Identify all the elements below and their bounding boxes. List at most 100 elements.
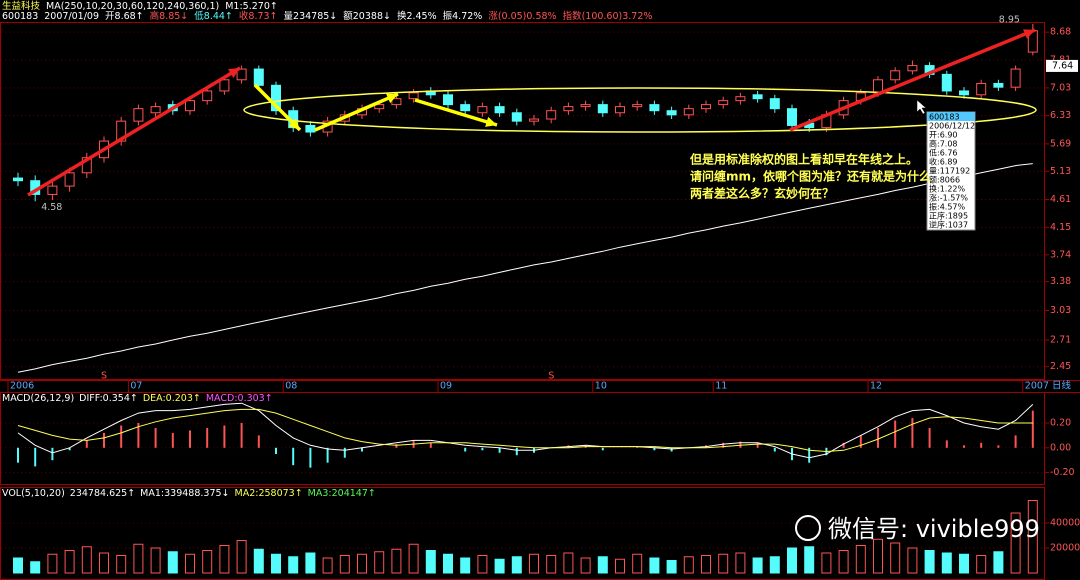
popup-head	[927, 112, 975, 121]
candle-body	[873, 79, 883, 94]
volume-bar	[150, 547, 161, 574]
volume-bar	[890, 542, 901, 574]
x-tick-label: 09	[440, 381, 452, 392]
header-item: 收8.73↑	[239, 10, 278, 22]
candle-body	[976, 82, 987, 96]
candle-body	[632, 104, 643, 108]
volume-bar	[701, 555, 711, 574]
volume-bar	[47, 553, 58, 574]
candle-body	[133, 108, 144, 122]
last-price-tag	[1046, 59, 1078, 72]
y-tick-label: 5.13	[1050, 166, 1071, 177]
red-arrow-head	[228, 68, 240, 79]
red-arrow	[27, 66, 241, 197]
candle-body	[649, 104, 660, 112]
candle-body	[615, 106, 625, 114]
panel-frames	[0, 22, 1080, 580]
volume-bar	[357, 553, 367, 574]
event-marker: S	[101, 371, 107, 382]
header-item: MACD:0.303↑	[206, 393, 273, 404]
candle-body	[494, 106, 505, 114]
candle-body	[408, 92, 419, 100]
header-item: 换2.45%	[397, 10, 437, 22]
candle-body	[666, 110, 677, 116]
volume-bar	[253, 548, 264, 574]
last-price-label: 7.64	[1052, 60, 1073, 71]
volume-bar	[219, 545, 230, 574]
y-tick-label: 0.20	[1050, 418, 1071, 429]
volume-bar	[769, 556, 780, 574]
candle-body	[735, 96, 746, 102]
popup-line: 高:7.08	[929, 139, 958, 149]
candle-body	[460, 104, 471, 112]
x-tick-label: 11	[715, 381, 727, 392]
header-item: 高8.85↓	[150, 10, 189, 22]
candle-body	[477, 106, 488, 114]
volume-bar	[64, 550, 75, 574]
candle-body	[769, 98, 780, 110]
header-item: 指数(100.60)3.72%	[563, 10, 653, 22]
popup-line: 额:8066	[929, 175, 960, 185]
volume-bar	[202, 550, 213, 574]
popup-line: 正序:1895	[929, 211, 968, 221]
y-tick-label: 5.69	[1050, 138, 1071, 149]
popup-line: 低:6.76	[929, 148, 958, 158]
header-item: MACD(26,12,9)	[2, 393, 74, 404]
volume-bar	[993, 551, 1004, 574]
event-marker: S	[548, 371, 554, 382]
volume-bar	[374, 551, 385, 574]
header-item: 开8.68↑	[105, 11, 144, 22]
candle-body	[305, 124, 316, 133]
y-tick-label: 8.68	[1050, 27, 1071, 38]
header-item: 600183	[2, 11, 38, 22]
volume-bar	[649, 557, 660, 574]
candle-body	[890, 70, 901, 81]
header-item: VOL(5,10,20)	[2, 488, 65, 499]
volume-bar	[460, 557, 471, 574]
x-tick-label: 2006	[10, 381, 34, 392]
candle-body	[219, 79, 230, 92]
header-item: MA(250,10,20,30,60,120,240,360,1)	[46, 1, 219, 12]
popup-line: 量:117192	[929, 167, 970, 176]
volume-bar	[529, 553, 539, 574]
y-tick-label: 7.03	[1050, 82, 1071, 93]
y-tick-label: 3.38	[1050, 276, 1071, 287]
y-tick-label: 2.71	[1050, 335, 1071, 346]
yellow-arrow-head	[386, 93, 398, 104]
ma250-line	[17, 163, 1033, 373]
volume-bar	[838, 550, 849, 574]
volume-bar	[81, 546, 92, 574]
volume-bar	[99, 552, 109, 574]
volume-bar	[718, 553, 729, 574]
candle-body	[185, 100, 195, 112]
volume-bar	[167, 551, 178, 574]
volume-bar	[1010, 512, 1021, 574]
annotation: 请问缠mm，依哪个图为准？还有就是为什么	[690, 169, 931, 184]
watermark: 微信号: vivible999	[828, 515, 1040, 543]
yellow-arrow-head	[288, 118, 300, 130]
volume-bar	[580, 557, 591, 574]
volume-bar	[185, 553, 195, 574]
volume-bar	[787, 547, 797, 574]
volume-bar	[941, 552, 952, 574]
volume-bar	[873, 538, 883, 574]
candle-body	[546, 110, 557, 120]
y-tick-label: 400000	[1050, 518, 1080, 529]
volume-bar	[615, 558, 625, 574]
popup-line: 收:6.89	[929, 157, 958, 167]
volume-bar	[511, 556, 522, 574]
volume-bar	[855, 545, 866, 574]
header-item: MA3:204147↑	[308, 488, 376, 499]
cursor	[916, 99, 927, 115]
diff-line	[17, 402, 1034, 459]
popup-line: 开:6.90	[929, 131, 958, 140]
candle-body	[236, 68, 247, 81]
volume-bar	[236, 540, 247, 574]
volume-bar	[30, 561, 41, 574]
candle-body	[718, 100, 729, 106]
volume-bar	[133, 543, 144, 574]
candle-body	[701, 104, 711, 110]
candle-body	[787, 108, 797, 126]
